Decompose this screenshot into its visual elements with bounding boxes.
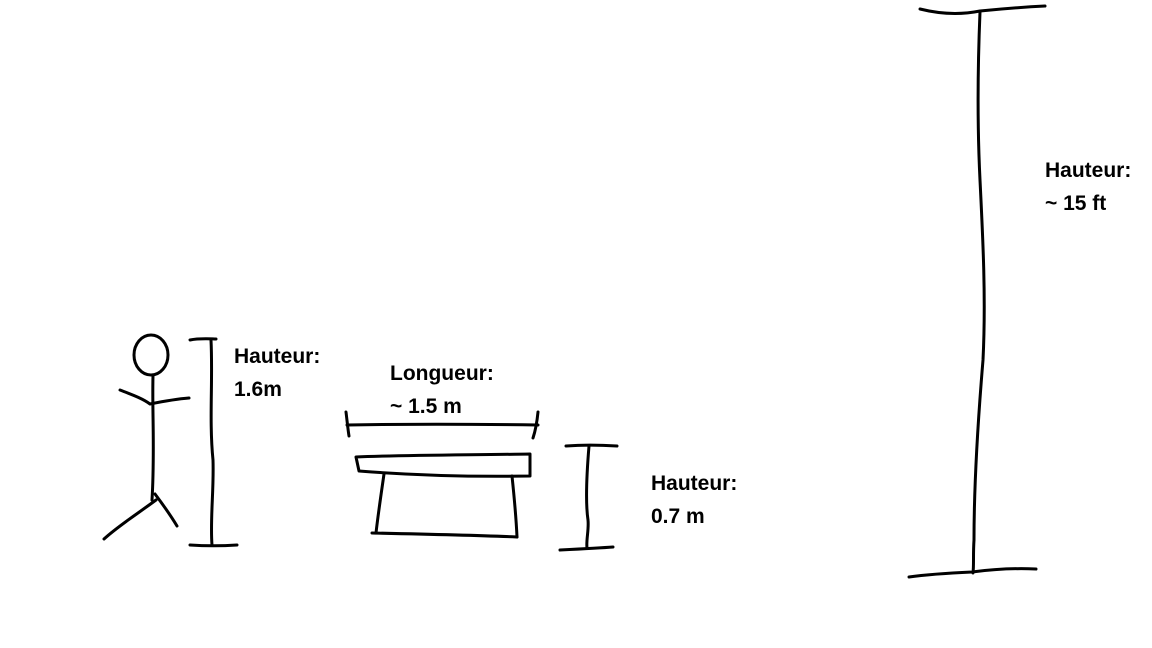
table-height-value: 0.7 m <box>651 505 705 528</box>
table-left-leg <box>374 472 386 535</box>
table-height-label: Hauteur: 0.7 m <box>651 467 737 533</box>
table-height-bottom-cap <box>558 545 615 552</box>
table-right-leg <box>510 474 519 539</box>
pole-height-label: Hauteur: ~ 15 ft <box>1045 154 1131 220</box>
table-length-line <box>345 422 540 427</box>
pole-height-title: Hauteur: <box>1045 159 1132 182</box>
person-height-line <box>209 338 215 547</box>
person-height-dimension <box>188 337 239 548</box>
pole-height-dimension <box>907 4 1047 579</box>
stick-figure-right-leg <box>153 492 179 528</box>
pole-height-line <box>971 10 986 575</box>
stick-figure-arms <box>118 388 191 406</box>
table-height-line <box>584 444 591 550</box>
stick-figure-body <box>150 374 155 502</box>
table-length-label: Longueur: ~ 1.5 m <box>390 357 494 423</box>
table-height-dimension <box>558 443 619 552</box>
table-height-top-cap <box>564 443 619 448</box>
person-height-value: 1.6m <box>234 378 282 401</box>
stick-figure <box>102 333 191 541</box>
table-length-value: ~ 1.5 m <box>390 395 462 418</box>
table-base <box>370 531 519 539</box>
pole-height-top-cap <box>918 4 1047 15</box>
table-length-dimension <box>344 410 540 440</box>
table-length-title: Longueur: <box>390 362 494 385</box>
person-height-top-cap <box>188 337 218 342</box>
stick-figure-left-leg <box>102 498 158 541</box>
table-sketch <box>354 452 532 539</box>
stick-figure-head <box>132 333 170 377</box>
person-height-bottom-cap <box>188 543 239 548</box>
table-top <box>354 452 532 478</box>
pole-height-bottom-cap <box>907 567 1038 579</box>
table-height-title: Hauteur: <box>651 472 738 495</box>
person-height-label: Hauteur: 1.6m <box>234 340 320 406</box>
person-height-title: Hauteur: <box>234 345 321 368</box>
table-length-right-cap <box>531 410 540 440</box>
pole-height-value: ~ 15 ft <box>1045 192 1107 215</box>
